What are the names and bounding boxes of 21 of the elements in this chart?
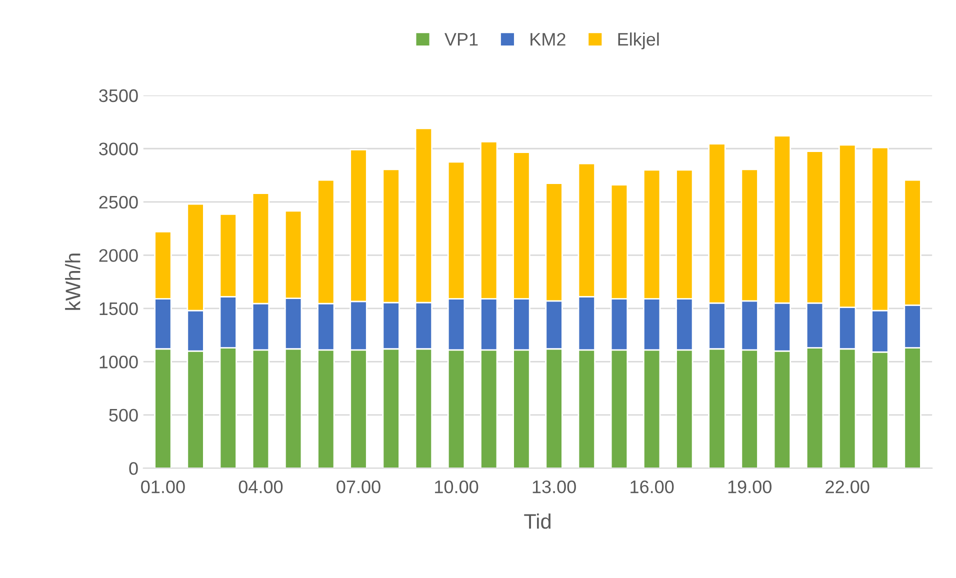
x-tick-label: 04.00 [238, 480, 283, 494]
y-tick-label: 2500 [99, 196, 138, 209]
y-axis-title: kWh/h [65, 254, 80, 310]
x-axis-title: Tid [524, 513, 550, 529]
legend-label: VP1 [444, 33, 478, 46]
x-tick-label: 10.00 [435, 480, 478, 494]
x-tick-label: 13.00 [532, 480, 576, 494]
x-tick-label: 16.00 [630, 480, 674, 494]
y-tick-label: 1000 [100, 356, 138, 368]
x-tick-label: 22.00 [826, 480, 870, 494]
x-tick-label: 19.00 [728, 480, 772, 494]
y-tick-label: 1500 [100, 302, 138, 316]
y-tick-label: 3000 [99, 142, 138, 156]
y-tick-label: 3500 [99, 89, 138, 102]
x-tick-label: 07.00 [336, 480, 380, 494]
y-tick-label: 2000 [99, 249, 138, 262]
legend-label: KM2 [530, 32, 566, 46]
y-tick-label: 0 [129, 462, 138, 475]
x-tick-label: 01.00 [141, 480, 185, 494]
y-tick-label: 500 [109, 408, 138, 422]
legend-label: Elkjel [618, 32, 659, 50]
